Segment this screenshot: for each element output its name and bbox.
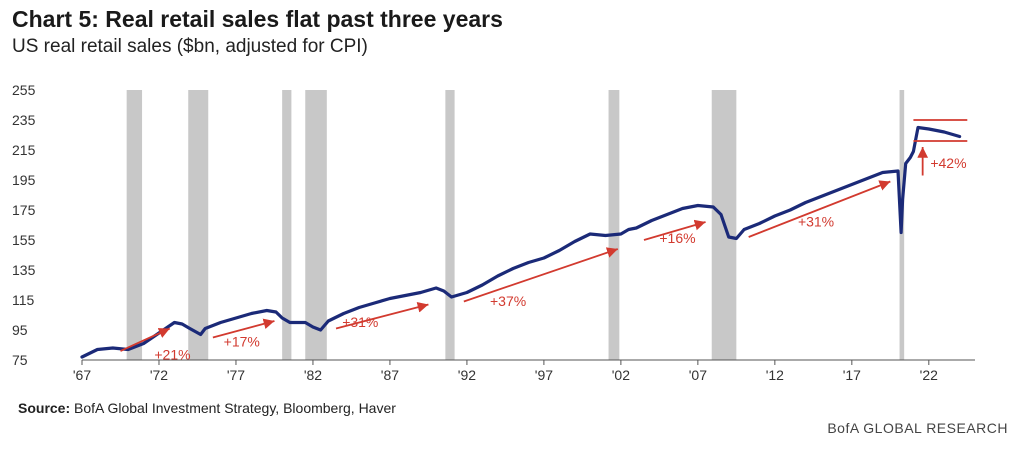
chart-title: Chart 5: Real retail sales flat past thr…	[12, 6, 503, 32]
x-tick-label-1967: '67	[73, 367, 91, 383]
recession-band-4	[445, 90, 455, 360]
recession-band-0	[126, 90, 143, 360]
series-lines	[80, 125, 962, 359]
x-tick-label-2007: '07	[689, 367, 707, 383]
x-tick-label-2012: '12	[766, 367, 784, 383]
y-tick-label-235: 235	[12, 112, 36, 128]
growth-annotations: +21% +17% +31% +37% +16% +31% +42%	[120, 119, 968, 362]
y-tick-label-175: 175	[12, 202, 36, 218]
growth-arrow-0	[120, 327, 171, 352]
chart-subtitle: US real retail sales ($bn, adjusted for …	[12, 36, 368, 57]
growth-label-6: +42%	[930, 155, 966, 171]
recession-band-2	[282, 90, 292, 360]
growth-label-3: +37%	[490, 293, 526, 309]
x-tick-label-1992: '92	[458, 367, 476, 383]
source-text: BofA Global Investment Strategy, Bloombe…	[70, 400, 396, 416]
growth-arrow-5	[748, 180, 891, 238]
y-tick-label-195: 195	[12, 172, 36, 188]
x-tick-label-2017: '17	[843, 367, 861, 383]
axes: 75 95 115 135 155 175 195 215 235 255 '67 '72 '77 '82…	[12, 82, 975, 383]
growth-arrow-1	[212, 318, 275, 339]
y-tick-label-215: 215	[12, 142, 36, 158]
x-tick-label-1977: '77	[227, 367, 245, 383]
series-line-0	[80, 125, 962, 359]
y-tick-label-115: 115	[12, 292, 35, 308]
x-tick-label-2002: '02	[612, 367, 630, 383]
y-tick-label-135: 135	[12, 262, 36, 278]
x-tick-label-1997: '97	[535, 367, 553, 383]
growth-label-5: +31%	[798, 214, 834, 230]
y-tick-label-155: 155	[12, 232, 36, 248]
x-tick-label-1982: '82	[304, 367, 322, 383]
brand-label: BofA GLOBAL RESEARCH	[827, 420, 1008, 436]
source-label: Source:	[18, 400, 71, 416]
x-tick-label-1987: '87	[381, 367, 399, 383]
growth-label-4: +16%	[659, 230, 695, 246]
growth-label-0: +21%	[154, 346, 190, 362]
x-tick-label-1972: '72	[150, 367, 168, 383]
recession-band-1	[188, 90, 209, 360]
retail-sales-line-chart: 75 95 115 135 155 175 195 215 235 255 '67 '72 '77 '82…	[12, 82, 975, 383]
growth-arrow-4	[643, 219, 706, 241]
growth-label-1: +17%	[224, 334, 260, 350]
recession-band-3	[305, 90, 327, 360]
recession-band-5	[608, 90, 620, 360]
x-tick-label-2022: '22	[920, 367, 938, 383]
y-tick-label-75: 75	[12, 352, 28, 368]
y-tick-label-95: 95	[12, 322, 28, 338]
growth-label-2: +31%	[342, 314, 378, 330]
source-note: Source: BofA Global Investment Strategy,…	[18, 400, 396, 416]
recession-bands	[126, 90, 905, 360]
y-tick-label-255: 255	[12, 82, 36, 98]
growth-arrow-2	[335, 301, 429, 330]
growth-arrow-3	[463, 247, 619, 303]
